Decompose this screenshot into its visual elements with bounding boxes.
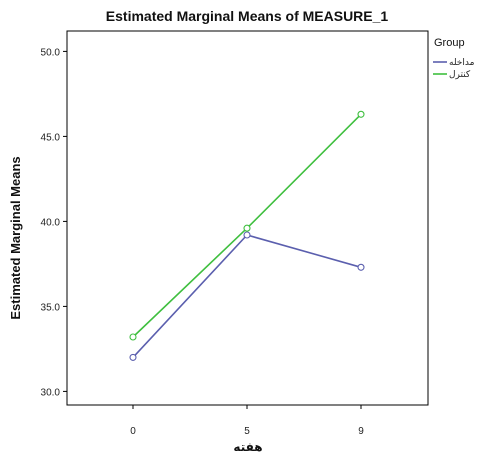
y-tick-label: 30.0 [41,387,61,398]
legend-title: Group [434,37,465,49]
data-point [129,333,137,341]
legend-label: مداخله [449,57,475,67]
series-line [132,234,362,358]
y-tick-label: 50.0 [41,47,61,58]
data-point [129,353,137,361]
plot-frame [66,30,429,406]
y-axis-label: Estimated Marginal Means [8,156,23,319]
data-point [243,224,251,232]
x-tick-label: 5 [244,426,250,437]
series-1 [129,231,365,361]
legend-items: مداخله کنترل [433,57,475,79]
x-tick-label: 0 [130,426,136,437]
legend-label: کنترل [449,69,471,79]
x-axis-label: هفته [233,440,262,454]
y-tick-label: 40.0 [41,217,61,228]
series-2 [129,110,365,341]
y-tick-label: 45.0 [41,132,61,143]
x-axis: 0 5 9 [130,405,364,437]
y-axis: 30.0 35.0 40.0 45.0 50.0 [41,47,67,398]
chart-title: Estimated Marginal Means of MEASURE_1 [106,8,389,24]
data-point [357,263,365,271]
data-point [357,110,365,118]
y-tick-label: 35.0 [41,302,61,313]
series-layer [129,110,365,361]
data-point [243,231,251,239]
x-tick-label: 9 [358,426,364,437]
legend: Group مداخله کنترل [433,37,475,79]
